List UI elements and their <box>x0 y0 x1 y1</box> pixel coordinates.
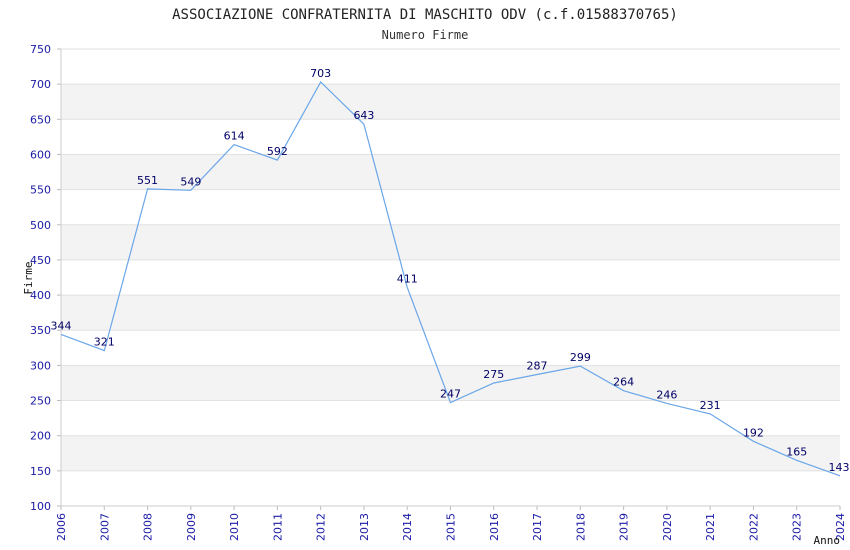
x-tick-label: 2008 <box>142 513 155 541</box>
data-label: 165 <box>786 445 807 458</box>
data-label: 246 <box>656 388 677 401</box>
y-tick-label: 150 <box>30 465 51 478</box>
y-tick-labels: 100 150 200 250 300 350 400 450 500 550 600 650 700 7… <box>30 43 51 513</box>
y-tick-label: 450 <box>30 254 51 267</box>
grid-band <box>61 154 840 190</box>
x-tick-label: 2011 <box>271 513 284 541</box>
series-layer <box>60 81 841 477</box>
y-tick-label: 500 <box>30 219 51 232</box>
chart-subtitle: Numero Firme <box>382 28 469 42</box>
x-tick-label: 2022 <box>747 513 760 541</box>
y-tick-label: 100 <box>30 500 51 513</box>
data-label: 275 <box>483 368 504 381</box>
x-tick-label: 2023 <box>791 513 804 541</box>
data-label: 592 <box>267 145 288 158</box>
x-tick-label: 2012 <box>315 513 328 541</box>
x-tick-label: 2017 <box>531 513 544 541</box>
x-tick-label: 2024 <box>834 513 847 541</box>
data-label: 264 <box>613 376 634 389</box>
x-tick-label: 2006 <box>55 513 68 541</box>
data-label: 549 <box>180 175 201 188</box>
data-label: 287 <box>527 360 548 373</box>
data-label: 703 <box>310 67 331 80</box>
data-labels: 344 321 551 549 614 592 703 643 411 247 275 287 299 2… <box>51 67 850 474</box>
y-tick-label: 550 <box>30 184 51 197</box>
series-line <box>60 81 841 477</box>
y-tick-label: 400 <box>30 289 51 302</box>
y-tick-label: 300 <box>30 359 51 372</box>
x-tick-label: 2010 <box>228 513 241 541</box>
x-tick-label: 2014 <box>401 513 414 541</box>
grid-band <box>61 400 840 436</box>
data-label: 247 <box>440 388 461 401</box>
grid-band <box>61 49 840 85</box>
y-tick-label: 600 <box>30 148 51 161</box>
grid-band <box>61 470 840 506</box>
data-label: 551 <box>137 174 158 187</box>
grid-band <box>61 189 840 225</box>
data-label: 192 <box>743 426 764 439</box>
data-label: 344 <box>51 319 72 332</box>
x-tick-label: 2013 <box>358 513 371 541</box>
data-label: 143 <box>829 461 850 474</box>
grid-band <box>61 435 840 471</box>
x-tick-labels: 2006 2007 2008 2009 2010 2011 2012 2013 2014 2015… <box>55 513 847 541</box>
grid-band <box>61 119 840 155</box>
y-tick-label: 750 <box>30 43 51 56</box>
x-tick-label: 2018 <box>574 513 587 541</box>
y-tick-label: 350 <box>30 324 51 337</box>
y-axis-label: Firme <box>22 261 35 294</box>
chart-title: ASSOCIAZIONE CONFRATERNITA DI MASCHITO O… <box>172 7 678 23</box>
x-tick-label: 2016 <box>488 513 501 541</box>
data-label: 643 <box>353 109 374 122</box>
x-tick-label: 2020 <box>661 513 674 541</box>
y-tick-label: 650 <box>30 113 51 126</box>
grid-band <box>61 365 840 401</box>
grid-bands <box>61 49 840 506</box>
x-tick-label: 2021 <box>704 513 717 541</box>
x-tick-label: 2009 <box>185 513 198 541</box>
data-label: 321 <box>94 336 115 349</box>
grid-band <box>61 330 840 366</box>
x-tick-label: 2015 <box>445 513 458 541</box>
data-label: 411 <box>397 272 418 285</box>
x-tick-label: 2007 <box>98 513 111 541</box>
x-axis-label: Anno <box>814 534 841 547</box>
y-tick-label: 250 <box>30 395 51 408</box>
grid-band <box>61 224 840 260</box>
grid-band <box>61 259 840 296</box>
grid-band <box>61 295 840 331</box>
data-label: 231 <box>700 399 721 412</box>
data-label: 614 <box>224 130 245 143</box>
x-tick-label: 2019 <box>618 513 631 541</box>
data-label: 299 <box>570 351 591 364</box>
y-tick-label: 700 <box>30 78 51 91</box>
y-tick-label: 200 <box>30 430 51 443</box>
grid-lines <box>57 48 841 510</box>
grid-band <box>61 84 840 120</box>
